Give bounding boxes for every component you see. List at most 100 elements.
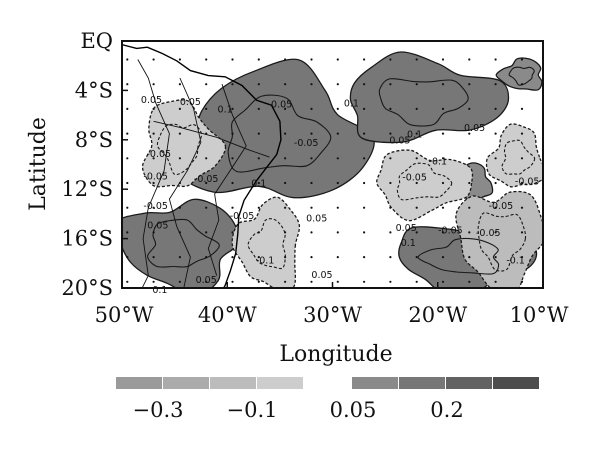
y-tick-label: 20°S [61, 276, 113, 300]
significance-dot [178, 231, 181, 234]
y-tick-label: 16°S [61, 227, 113, 251]
significance-dot [441, 83, 445, 86]
significance-dot [231, 132, 234, 135]
significance-dot [205, 231, 208, 234]
significance-dot [336, 58, 339, 61]
contour-label: -0.05 [230, 211, 255, 222]
significance-dot [126, 107, 129, 110]
contour-label: -0.05 [515, 176, 540, 187]
significance-dot [336, 132, 339, 135]
significance-dot [494, 256, 497, 259]
significance-dot [205, 206, 208, 209]
significance-dot [441, 181, 445, 185]
contour-label: 0.05 [464, 123, 485, 134]
significance-dot [415, 256, 418, 259]
significance-dot [415, 157, 418, 160]
significance-dot [231, 107, 234, 110]
significance-dot [152, 231, 155, 234]
significance-dot [415, 181, 418, 185]
significance-dot [284, 280, 287, 283]
colorbar-positive-segment [493, 377, 539, 389]
significance-dot [363, 231, 366, 234]
significance-dot [520, 181, 524, 185]
significance-dot [520, 157, 524, 160]
river-line [207, 84, 247, 276]
significance-dot [284, 157, 287, 160]
contour-label: 0.1 [407, 129, 422, 140]
shaded-regions [122, 51, 543, 288]
colorbar-positive-segment [352, 377, 398, 389]
significance-dot [389, 231, 392, 234]
contour-line [378, 78, 469, 127]
significance-dot [310, 256, 313, 259]
significance-dot [468, 181, 471, 185]
contour-label: 0.05 [311, 270, 332, 281]
significance-dot [152, 280, 155, 283]
contour-label: -0.05 [143, 201, 168, 212]
contour-label: 0.05 [389, 136, 410, 147]
negative-region [231, 196, 301, 288]
significance-dot [178, 157, 181, 160]
significance-dot [389, 58, 392, 61]
significance-dot [494, 83, 497, 86]
significance-dot [389, 280, 392, 283]
significance-dot [178, 83, 181, 86]
significance-dot [310, 280, 313, 283]
significance-dot [205, 256, 208, 259]
river-line [153, 120, 270, 158]
river-line [137, 59, 170, 288]
significance-dot [284, 132, 287, 135]
significance-dot [126, 206, 129, 209]
significance-dot [205, 280, 208, 283]
significance-dot [389, 181, 392, 185]
river-line [168, 77, 202, 288]
contour-label: -0.05 [147, 149, 172, 160]
contour-label: 0.1 [251, 179, 266, 190]
contour-label: 0.05 [147, 221, 168, 232]
colorbar-negative-segment [210, 377, 256, 389]
colorbar-negative-segment [163, 377, 209, 389]
contour-label: 0.1 [344, 99, 359, 110]
significance-dot [389, 83, 392, 86]
significance-dot [389, 157, 392, 160]
significance-dot [257, 280, 260, 283]
contour-line [396, 162, 453, 201]
significance-dot [126, 181, 129, 185]
contour-label: 0.05 [180, 97, 201, 108]
significance-dot [363, 132, 366, 135]
contour-label: 0.05 [396, 223, 417, 234]
significance-dot [231, 280, 234, 283]
significance-dot [205, 157, 208, 160]
significance-dot [284, 231, 287, 234]
significance-dot [520, 132, 524, 135]
contour-label: -0.05 [194, 174, 219, 185]
contour-label: -0.05 [268, 100, 293, 111]
significance-dot [494, 206, 497, 209]
x-tick-label: 40°W [198, 303, 257, 327]
y-tick-label: 8°S [75, 128, 113, 152]
significance-dot [284, 58, 287, 61]
contour-line [147, 218, 220, 268]
positive-region [495, 57, 543, 91]
significance-dot [284, 83, 287, 86]
significance-dot [126, 132, 129, 135]
significance-dot [468, 132, 471, 135]
negative-region [485, 123, 543, 188]
contour-label: -0.05 [294, 138, 319, 149]
significance-dot [310, 181, 313, 185]
significance-dot [363, 206, 366, 209]
significance-dot [205, 132, 208, 135]
significance-dot [441, 231, 445, 234]
significance-dot [205, 58, 208, 61]
significance-dot [468, 231, 471, 234]
significance-dot [126, 256, 129, 259]
contour-label: -0.1 [256, 255, 275, 266]
significance-dot [178, 107, 181, 110]
significance-dot [126, 58, 129, 61]
significance-dot [494, 280, 497, 283]
significance-dot [126, 157, 129, 160]
significance-dot [520, 83, 524, 86]
colorbar-negative-segment [116, 377, 162, 389]
significance-dot [441, 256, 445, 259]
